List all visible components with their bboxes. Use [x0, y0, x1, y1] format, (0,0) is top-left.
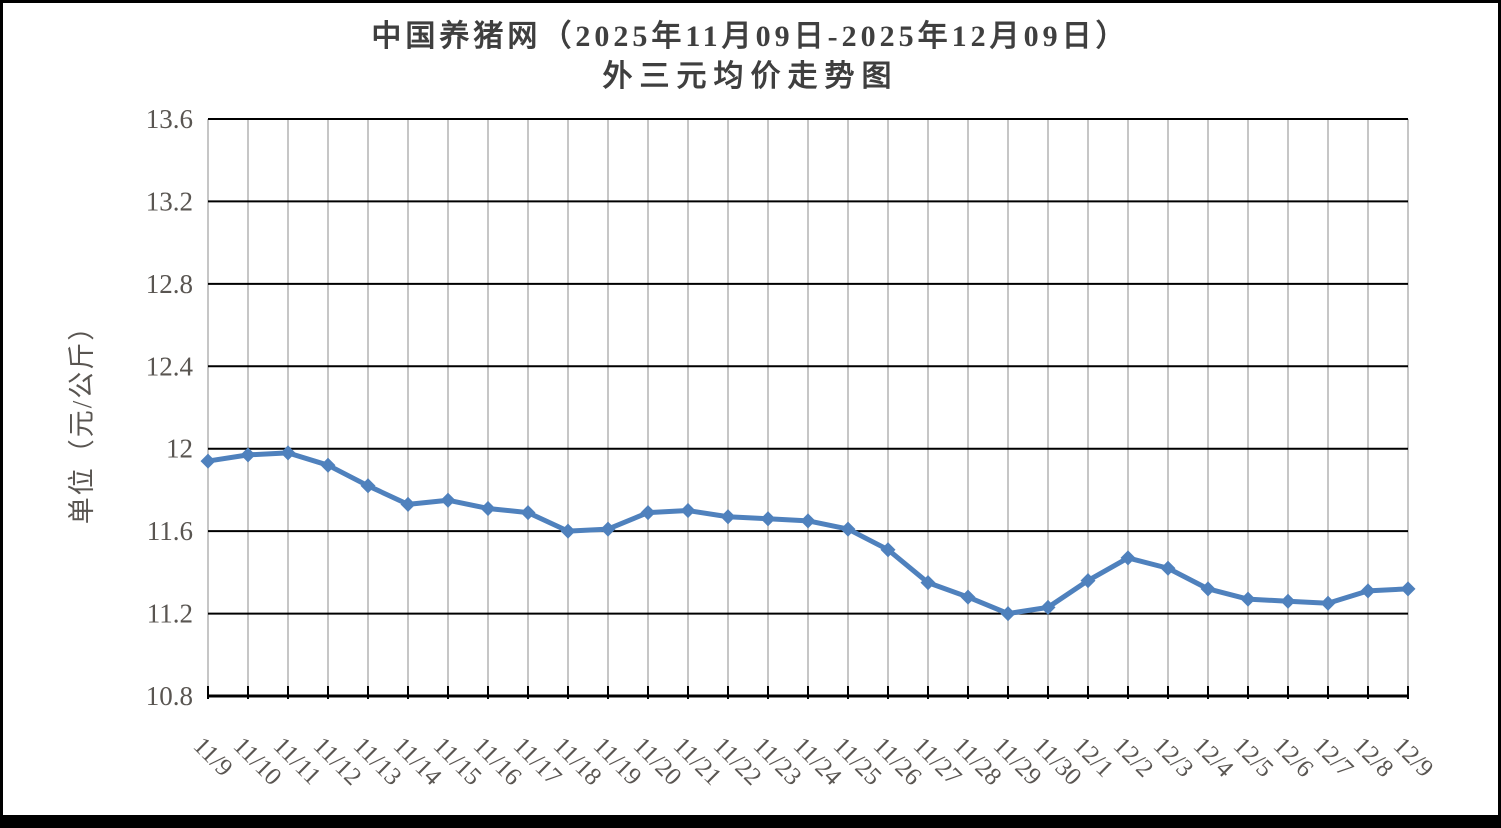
x-tick-label: 12/5 — [1228, 732, 1279, 783]
y-axis-tick-labels: 13.6 13.2 12.8 12.4 12 11.6 11.2 10.8 — [146, 104, 194, 711]
data-point-marker — [240, 447, 256, 463]
data-point-marker — [1320, 595, 1336, 611]
data-point-marker — [400, 496, 416, 512]
data-point-marker — [960, 589, 976, 605]
data-point-marker — [560, 523, 576, 539]
y-tick-label: 10.8 — [146, 681, 193, 711]
x-tick-label: 12/6 — [1268, 732, 1319, 783]
data-point-marker — [280, 445, 296, 461]
y-tick-label: 11.6 — [147, 516, 193, 546]
data-point-marker — [920, 575, 936, 591]
x-tick-label: 12/8 — [1348, 732, 1399, 783]
y-tick-label: 12.4 — [146, 351, 194, 381]
data-point-marker — [680, 503, 696, 519]
data-point-marker — [360, 478, 376, 494]
data-point-marker — [1160, 560, 1176, 576]
data-point-marker — [1280, 593, 1296, 609]
data-point-marker — [1360, 583, 1376, 599]
data-point-marker — [200, 453, 216, 469]
x-tick-label: 12/7 — [1308, 732, 1359, 783]
data-point-marker — [1400, 581, 1416, 597]
data-point-marker — [1240, 591, 1256, 607]
data-point-marker — [440, 492, 456, 508]
data-point-marker — [1120, 550, 1136, 566]
chart-title-line2: 外三元均价走势图 — [602, 60, 899, 93]
data-point-marker — [800, 513, 816, 529]
y-axis-title: 单位（元/公斤） — [67, 312, 97, 525]
x-tick-label: 12/3 — [1148, 732, 1199, 783]
data-point-marker — [480, 500, 496, 516]
data-point-marker — [320, 457, 336, 473]
chart-title-line1: 中国养猪网（2025年11月09日-2025年12月09日） — [371, 20, 1130, 53]
data-point-marker — [600, 521, 616, 537]
data-point-marker — [840, 521, 856, 537]
data-point-markers — [200, 445, 1416, 622]
data-point-marker — [880, 542, 896, 558]
x-tick-label: 12/9 — [1388, 732, 1439, 783]
vertical-gridlines — [207, 119, 1409, 686]
x-tick-label: 12/4 — [1188, 732, 1239, 783]
bottom-bar — [3, 815, 1498, 825]
y-tick-label: 11.2 — [147, 599, 193, 629]
y-tick-label: 12.8 — [146, 269, 193, 299]
y-tick-label: 13.2 — [146, 186, 193, 216]
data-point-marker — [1000, 606, 1016, 622]
data-point-marker — [760, 511, 776, 527]
x-tick-label: 12/2 — [1108, 732, 1159, 783]
data-point-marker — [520, 505, 536, 521]
y-tick-label: 13.6 — [146, 104, 193, 134]
data-point-marker — [1080, 573, 1096, 589]
line-chart: 13.6 13.2 12.8 12.4 12 11.6 11.2 10.8 11/911/10… — [67, 104, 1439, 791]
data-point-marker — [640, 505, 656, 521]
x-axis-ticks — [207, 686, 1409, 699]
data-point-marker — [1040, 599, 1056, 615]
x-axis-tick-labels: 11/911/1011/1111/1211/1311/1411/1511/161… — [188, 732, 1439, 791]
x-tick-label: 11/9 — [188, 732, 238, 782]
data-point-marker — [1200, 581, 1216, 597]
y-tick-label: 12 — [166, 434, 193, 464]
data-point-marker — [720, 509, 736, 525]
chart-title: 中国养猪网（2025年11月09日-2025年12月09日） 外三元均价走势图 — [3, 17, 1498, 97]
